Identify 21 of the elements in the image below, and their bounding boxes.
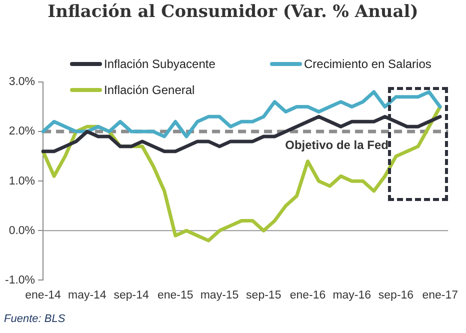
legend-label: Inflación Subyacente bbox=[104, 57, 216, 71]
x-tick-label: may-14 bbox=[68, 289, 107, 302]
x-tick-label: ene-15 bbox=[157, 289, 194, 302]
x-tick-label: may-16 bbox=[332, 289, 372, 302]
y-tick-label: 3.0% bbox=[8, 76, 36, 88]
x-tick-label: may-15 bbox=[200, 289, 239, 302]
source-note: Fuente: BLS bbox=[4, 313, 66, 325]
chart-title: Inflación al Consumidor (Var. % Anual) bbox=[46, 2, 420, 22]
y-tick-label: 2.0% bbox=[8, 126, 36, 138]
x-tick-label: ene-17 bbox=[422, 289, 458, 302]
legend-label: Inflación General bbox=[104, 83, 195, 97]
x-tick-label: sep-16 bbox=[378, 289, 414, 302]
ref-line-label: Objetivo de la Fed bbox=[285, 138, 388, 152]
y-tick-label: -1.0% bbox=[4, 274, 36, 286]
x-tick-label: sep-14 bbox=[114, 289, 150, 302]
x-tick-label: sep-15 bbox=[246, 289, 282, 302]
y-tick-label: 1.0% bbox=[8, 175, 36, 188]
y-tick-label: 0.0% bbox=[8, 224, 36, 237]
legend-label: Crecimiento en Salarios bbox=[304, 57, 432, 71]
x-tick-label: ene-14 bbox=[25, 289, 62, 302]
x-tick-label: ene-16 bbox=[290, 289, 326, 302]
